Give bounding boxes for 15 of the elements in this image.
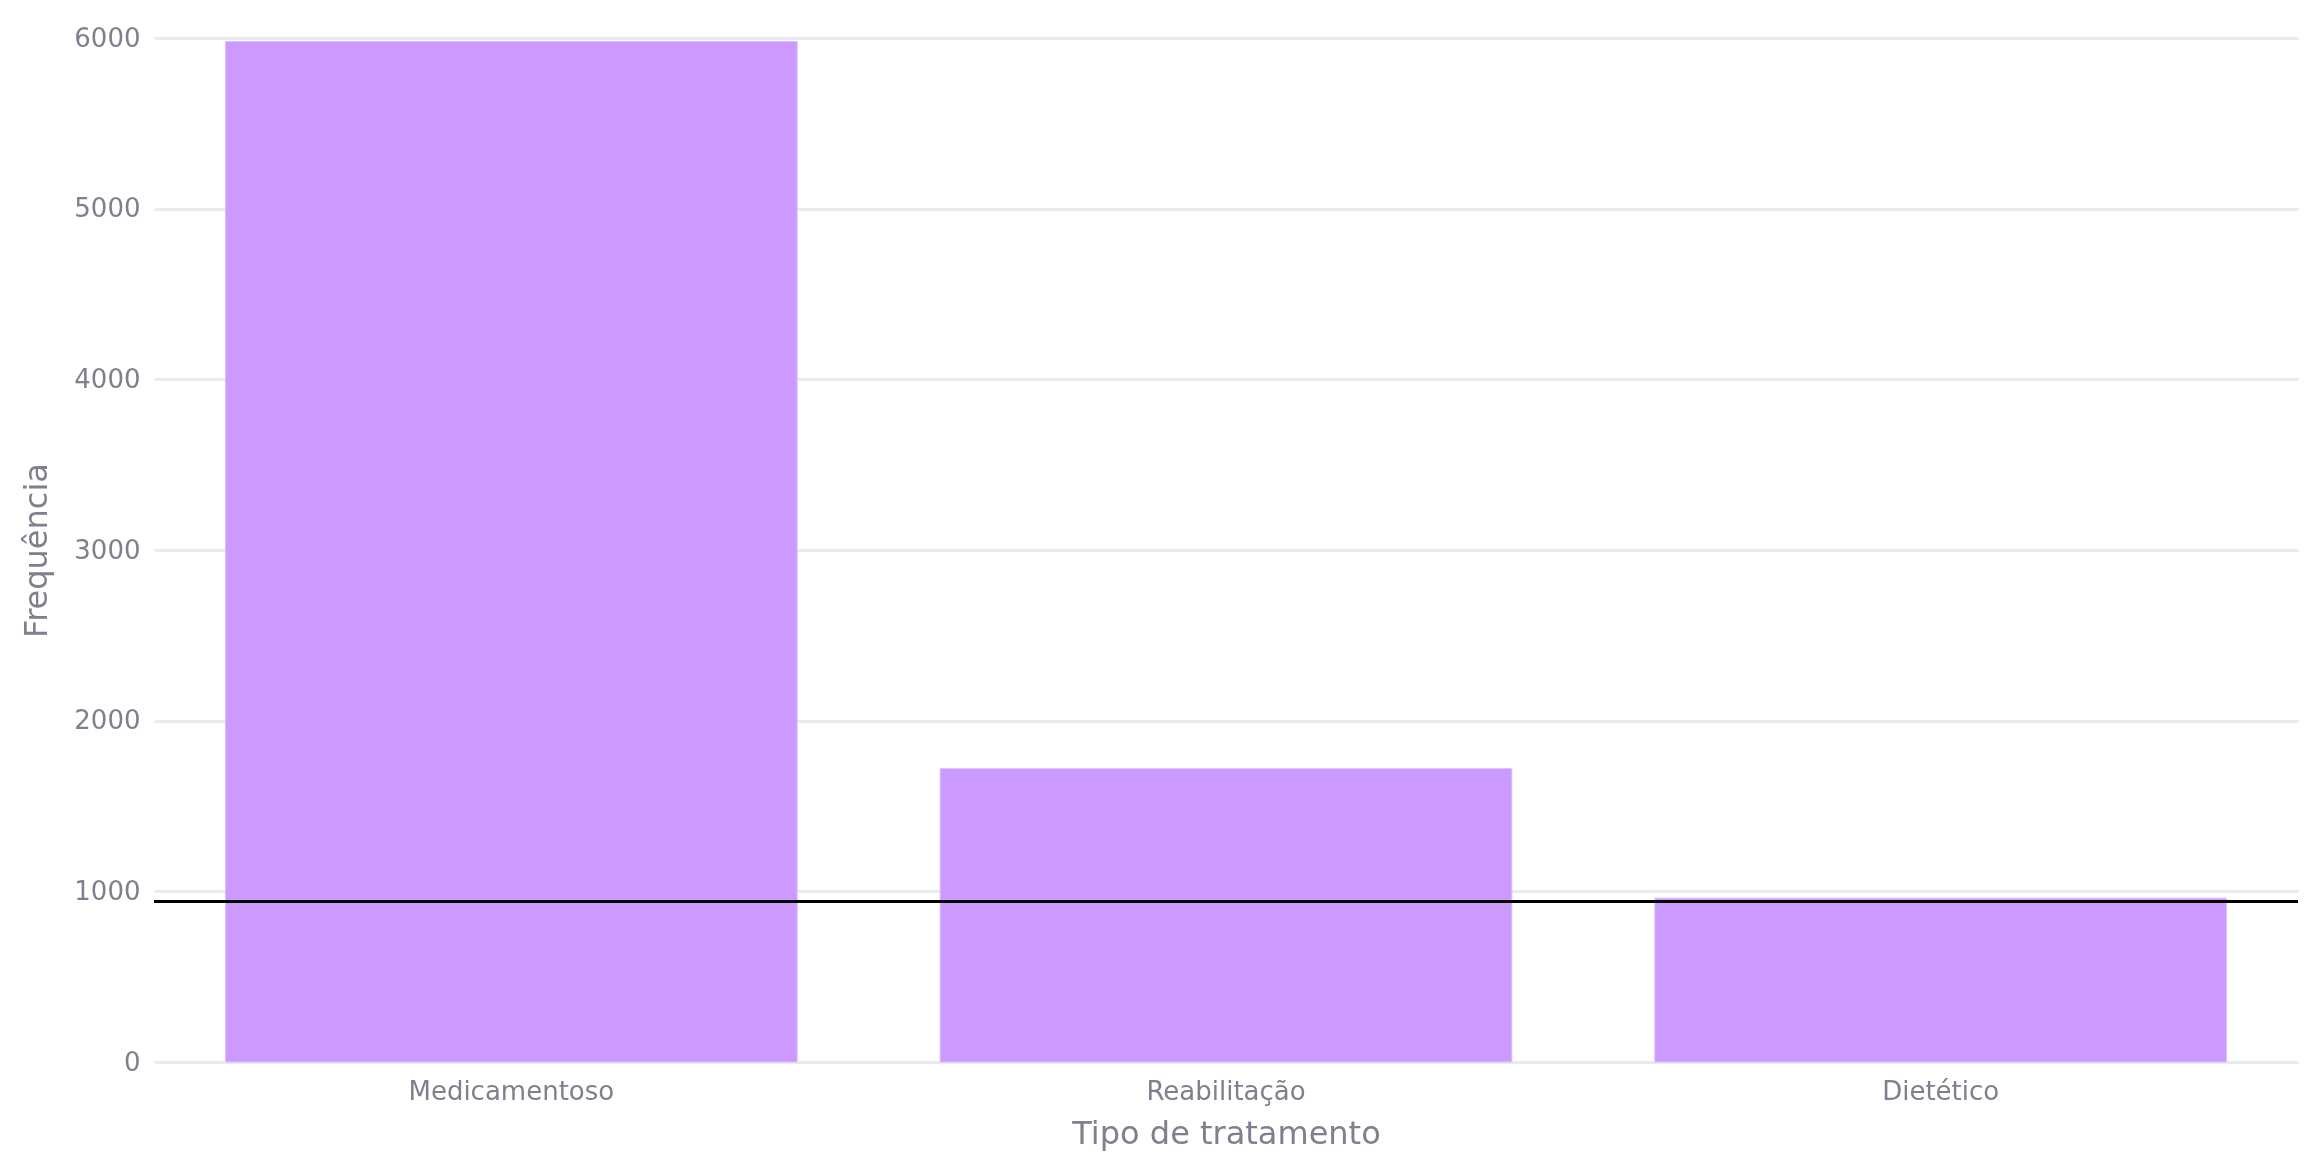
y-tick-label: 0 bbox=[123, 1046, 141, 1077]
x-tick-label: Dietético bbox=[1882, 1075, 2000, 1106]
y-axis-title: Frequência bbox=[17, 463, 56, 638]
y-tick-label: 5000 bbox=[74, 193, 141, 224]
x-tick-label: Medicamentoso bbox=[408, 1075, 615, 1106]
y-tick-label: 3000 bbox=[74, 534, 141, 565]
y-tick-label: 1000 bbox=[74, 875, 141, 906]
x-tick-label: Reabilitação bbox=[1146, 1075, 1306, 1106]
bar bbox=[1654, 897, 2228, 1063]
bar bbox=[939, 767, 1513, 1063]
y-tick-label: 6000 bbox=[74, 22, 141, 53]
y-tick-label: 2000 bbox=[74, 705, 141, 736]
bar bbox=[224, 40, 798, 1063]
y-tick-label: 4000 bbox=[74, 363, 141, 394]
x-axis-title: Tipo de tratamento bbox=[1071, 1113, 1381, 1152]
